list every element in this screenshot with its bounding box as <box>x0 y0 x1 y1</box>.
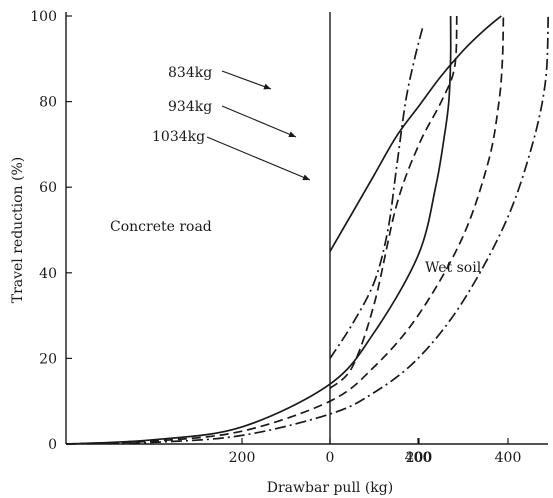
series-line-wet-soil-834kg <box>329 15 502 252</box>
y-tick-label: 0 <box>48 437 57 453</box>
series-label-834kg: 834kg <box>168 65 212 81</box>
x-tick-label: 400 <box>405 450 432 466</box>
y-axis-title: Travel reduction (%) <box>10 157 26 304</box>
leader-arrowhead <box>288 131 296 138</box>
y-tick-label: 80 <box>39 95 57 111</box>
x-axis-title: Drawbar pull (kg) <box>267 480 393 496</box>
leader-line <box>221 105 297 138</box>
annotation-layer: 834kg 934kg 1034kg Concrete road Wet soil <box>110 65 482 276</box>
series-layer <box>65 15 550 445</box>
y-tick-label: 60 <box>39 180 57 196</box>
series-line-concrete-road-1034kg <box>65 15 550 445</box>
series-line-wet-soil-1034kg <box>329 24 425 359</box>
y-tick-label: 40 <box>39 266 57 282</box>
panel-label-concrete-road: Concrete road <box>110 219 212 235</box>
leader-arrowhead <box>263 83 271 90</box>
leader-line <box>206 136 311 181</box>
x-tick-label: 400 <box>495 450 522 466</box>
y-tick-label: 100 <box>30 9 57 25</box>
x-tick-label: 200 <box>229 450 256 466</box>
y-tick-label: 20 <box>39 351 57 367</box>
leader-arrowhead <box>302 174 310 181</box>
series-line-concrete-road-834kg <box>65 15 452 445</box>
panel-label-wet-soil: Wet soil <box>425 260 482 276</box>
x-tick-label: 200 <box>406 450 433 466</box>
series-line-wet-soil-934kg <box>329 15 458 390</box>
leader-line <box>221 70 272 90</box>
series-label-934kg: 934kg <box>168 99 212 115</box>
x-tick-label: 0 <box>326 450 335 466</box>
series-label-1034kg: 1034kg <box>152 129 205 145</box>
